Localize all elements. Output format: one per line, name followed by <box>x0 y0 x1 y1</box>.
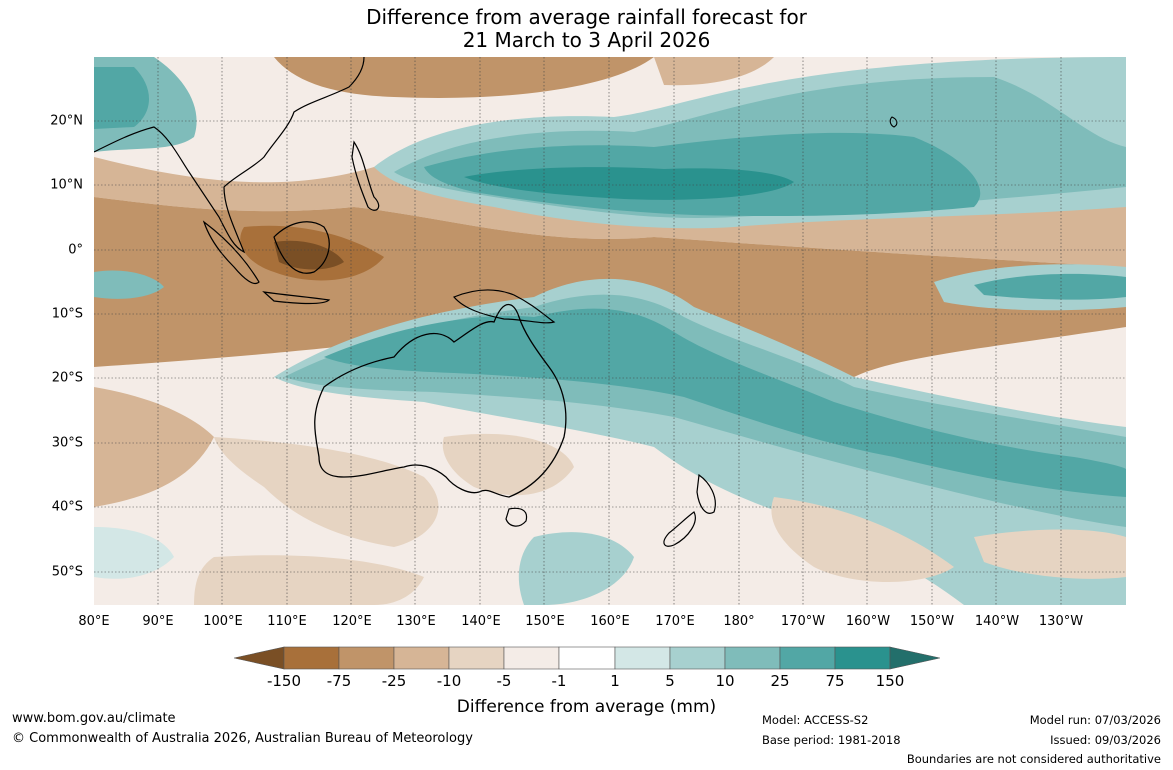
anomaly-region <box>771 497 954 582</box>
lon-label-160w: 160°W <box>845 614 891 629</box>
anomaly-region <box>442 433 574 496</box>
chart-title-line-2: 21 March to 3 April 2026 <box>462 28 711 52</box>
lon-label-80e: 80°E <box>78 614 110 629</box>
lat-label-10s: 10°S <box>51 306 83 322</box>
anomaly-region <box>974 273 1126 300</box>
anomaly-region <box>94 67 149 129</box>
colorbar-segment <box>558 646 616 670</box>
copyright-text: © Commonwealth of Australia 2026, Austra… <box>12 731 473 746</box>
colorbar-tick-label: 10 <box>715 672 735 690</box>
new-zealand-landmass <box>696 473 716 514</box>
java-landmass <box>262 291 331 305</box>
colorbar-title: Difference from average (mm) <box>456 697 717 717</box>
disclaimer-text: Boundaries are not considered authoritat… <box>906 752 1161 766</box>
anomaly-region <box>94 527 174 579</box>
colorbar-segment <box>614 646 671 670</box>
anomaly-region <box>518 532 634 605</box>
anomaly-region <box>194 555 424 605</box>
colorbar-segment <box>669 646 726 670</box>
base-period-text: Base period: 1981-2018 <box>762 733 901 747</box>
lat-label-30s: 30°S <box>51 435 83 451</box>
rainfall-anomaly-map <box>94 57 1126 605</box>
chart-title-line-1: Difference from average rainfall forecas… <box>366 5 807 29</box>
tasmania-landmass <box>505 507 528 527</box>
website-link[interactable]: www.bom.gov.au/climate <box>12 711 176 726</box>
colorbar-segment <box>393 646 450 670</box>
anomaly-region <box>94 270 164 299</box>
colorbar-segment <box>503 646 560 670</box>
colorbar-segment <box>724 646 781 670</box>
colorbar-tick-label: -1 <box>551 672 567 690</box>
anomaly-region <box>324 308 1126 497</box>
lat-label-0: 0° <box>68 242 83 258</box>
philippines-landmass <box>351 140 380 211</box>
colorbar-tick-label: 1 <box>610 672 620 690</box>
colorbar-tick-label: -5 <box>496 672 512 690</box>
colorbar-tick-label: 5 <box>665 672 675 690</box>
lat-label-20n: 20°N <box>50 113 83 129</box>
lon-label-90e: 90°E <box>142 614 174 629</box>
colorbar-tick-label: -150 <box>266 672 302 690</box>
lon-label-130w: 130°W <box>1038 614 1084 629</box>
anomaly-region <box>464 167 794 200</box>
lon-label-150e: 150°E <box>525 614 565 629</box>
lon-label-100e: 100°E <box>203 614 243 629</box>
colorbar-segment <box>889 646 941 670</box>
anomaly-region <box>214 437 439 547</box>
anomaly-region <box>274 57 654 98</box>
colorbar-segment <box>338 646 395 670</box>
anomaly-region <box>974 529 1126 579</box>
lon-label-130e: 130°E <box>396 614 436 629</box>
australia-landmass <box>314 303 567 498</box>
colorbar <box>233 645 941 671</box>
colorbar-tick-label: 25 <box>770 672 790 690</box>
model-text: Model: ACCESS-S2 <box>762 713 869 727</box>
lon-label-140e: 140°E <box>461 614 501 629</box>
borneo-landmass <box>273 221 330 274</box>
asia-coastline <box>94 57 365 254</box>
lon-label-170e: 170°E <box>655 614 695 629</box>
hawaii-landmass <box>889 116 898 128</box>
lon-label-180: 180° <box>723 614 755 629</box>
colorbar-segment <box>834 646 891 670</box>
lon-label-110e: 110°E <box>267 614 307 629</box>
lat-label-20s: 20°S <box>51 370 83 386</box>
lon-label-150w: 150°W <box>909 614 955 629</box>
colorbar-tick-label: 150 <box>875 672 905 690</box>
model-run-text: Model run: 07/03/2026 <box>1029 713 1161 727</box>
new-guinea-landmass <box>453 289 556 324</box>
colorbar-segment <box>233 646 285 670</box>
colorbar-segment <box>283 646 340 670</box>
new-zealand-landmass <box>663 511 696 547</box>
lon-label-120e: 120°E <box>332 614 372 629</box>
colorbar-tick-label: -75 <box>326 672 352 690</box>
issued-text: Issued: 09/03/2026 <box>1050 733 1161 747</box>
anomaly-region <box>274 240 344 270</box>
colorbar-tick-label: 75 <box>825 672 845 690</box>
colorbar-segment <box>448 646 505 670</box>
lat-label-50s: 50°S <box>51 564 83 580</box>
lon-label-160e: 160°E <box>590 614 630 629</box>
lat-label-10n: 10°N <box>50 177 83 193</box>
anomaly-region <box>94 387 214 507</box>
colorbar-tick-label: -10 <box>436 672 462 690</box>
lon-label-170w: 170°W <box>780 614 826 629</box>
lon-label-140w: 140°W <box>974 614 1020 629</box>
colorbar-segment <box>779 646 836 670</box>
anomaly-region <box>654 57 774 86</box>
colorbar-tick-label: -25 <box>381 672 407 690</box>
sumatra-landmass <box>202 220 260 285</box>
lat-label-40s: 40°S <box>51 499 83 515</box>
